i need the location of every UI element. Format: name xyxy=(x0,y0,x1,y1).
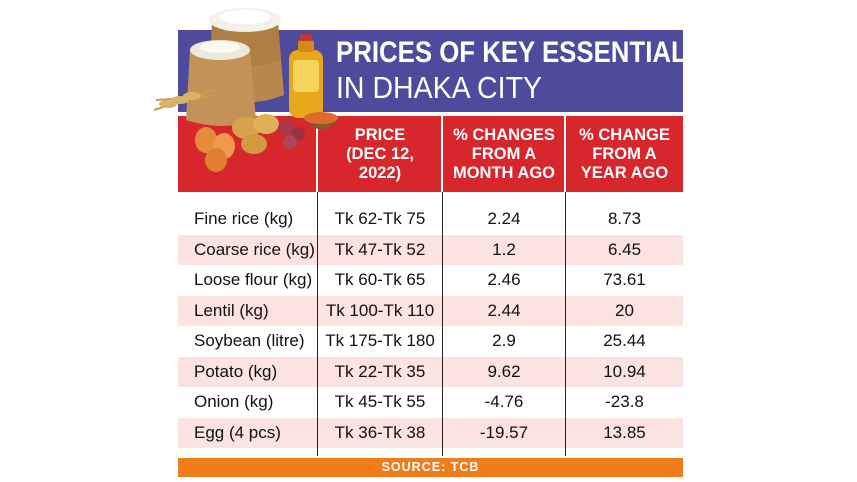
wheat-icon xyxy=(153,87,221,111)
table-row xyxy=(178,417,683,448)
onion-icon xyxy=(278,120,305,149)
price-cell: Tk 100-Tk 110 xyxy=(325,300,435,320)
item-cell: Loose flour (kg) xyxy=(194,270,313,289)
price-cell: Tk 47-Tk 52 xyxy=(334,239,426,259)
item-cell: Egg (4 pcs) xyxy=(194,422,281,442)
chart-subtitle: IN DHAKA CITY xyxy=(336,70,543,105)
month-change-cell: 2.44 xyxy=(487,300,521,320)
item-cell: Fine rice (kg) xyxy=(194,209,294,228)
price-cell: Tk 175-Tk 180 xyxy=(325,331,435,350)
month-change-cell: 2.24 xyxy=(487,209,521,228)
table-row xyxy=(178,234,683,265)
price-cell: Tk 62-Tk 75 xyxy=(334,209,426,228)
header-divider xyxy=(316,116,318,192)
table-row xyxy=(178,295,683,326)
item-cell: Onion (kg) xyxy=(194,392,274,411)
month-change-cell: -19.57 xyxy=(479,422,529,442)
price-cell: Tk 45-Tk 55 xyxy=(334,392,426,411)
lentil-bowl-icon xyxy=(304,112,338,130)
header-price: PRICE (DEC 12, 2022) xyxy=(346,125,414,182)
egg-icon xyxy=(195,127,235,172)
price-cell: Tk 60-Tk 65 xyxy=(334,270,426,289)
potato-icon xyxy=(232,114,279,154)
year-change-cell: 8.73 xyxy=(607,209,642,228)
column-divider xyxy=(317,192,318,456)
price-cell: Tk 36-Tk 38 xyxy=(334,422,426,442)
year-change-cell: 20 xyxy=(615,300,634,320)
chart-title: PRICES OF KEY ESSENTIALS xyxy=(336,36,704,69)
year-change-cell: 13.85 xyxy=(603,422,646,442)
month-change-cell: 2.9 xyxy=(492,331,516,350)
year-change-cell: 6.45 xyxy=(607,239,642,259)
item-cell: Coarse rice (kg) xyxy=(194,239,315,259)
month-change-cell: 1.2 xyxy=(492,239,516,259)
item-cell: Potato (kg) xyxy=(194,361,278,381)
item-cell: Lentil (kg) xyxy=(194,300,269,320)
month-change-cell: 2.46 xyxy=(487,270,521,289)
header-divider xyxy=(564,116,566,192)
column-divider xyxy=(565,192,566,456)
item-cell: Soybean (litre) xyxy=(194,331,305,350)
year-change-cell: -23.8 xyxy=(605,392,644,411)
header-month-change: % CHANGES FROM A MONTH AGO xyxy=(452,125,556,182)
year-change-cell: 73.61 xyxy=(603,270,646,289)
groceries-illustration xyxy=(153,8,338,172)
flour-sack-icon xyxy=(186,40,256,126)
month-change-cell: 9.62 xyxy=(487,361,521,381)
price-cell: Tk 22-Tk 35 xyxy=(334,361,426,381)
year-change-cell: 10.94 xyxy=(603,361,646,381)
oil-bottle-icon xyxy=(289,34,323,118)
month-change-cell: -4.76 xyxy=(484,392,524,411)
header-year-change: % CHANGE FROM A YEAR AGO xyxy=(579,125,670,182)
header-divider xyxy=(441,116,443,192)
year-change-cell: 25.44 xyxy=(603,331,646,350)
source-note: SOURCE: TCB xyxy=(178,458,683,477)
column-divider xyxy=(442,192,443,456)
table-row xyxy=(178,356,683,387)
